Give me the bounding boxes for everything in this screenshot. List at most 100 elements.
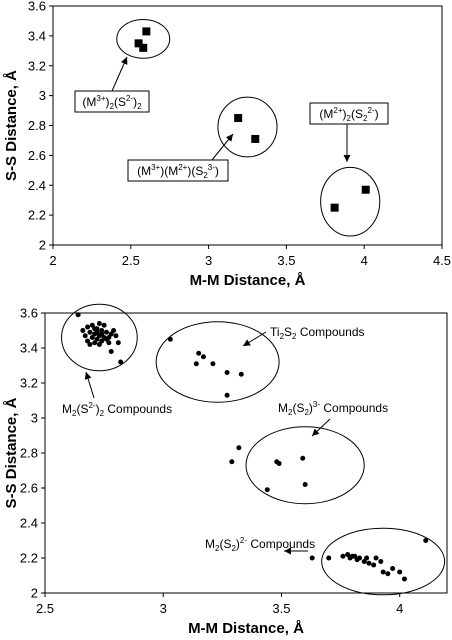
data-point (113, 333, 119, 339)
annotation-label-sub: 2 (292, 332, 297, 341)
data-point (99, 328, 105, 333)
annotation-label-sup: 2- (367, 106, 374, 115)
x-tick-label: 4 (396, 601, 403, 616)
data-point (85, 338, 91, 344)
cluster-ellipse (155, 321, 280, 403)
annotation-label-text: (S (219, 537, 231, 551)
annotation-label-text: ) (106, 95, 110, 109)
data-point (193, 361, 199, 367)
annotation-label-sub: 2 (100, 409, 105, 418)
annotation-label-sub: 2 (137, 102, 142, 111)
data-point (361, 559, 367, 564)
data-point (385, 571, 391, 577)
x-axis-title: M-M Distance, Å (190, 272, 306, 289)
annotation-label-sub: 2 (110, 102, 115, 111)
data-point (99, 331, 105, 337)
data-point (300, 455, 306, 461)
annotation-label-sub: 2 (288, 408, 293, 417)
y-tick-label: 3.4 (28, 28, 46, 43)
data-point (75, 312, 81, 318)
data-point (101, 322, 107, 328)
data-point (92, 326, 98, 332)
x-tick-label: 3.5 (277, 253, 295, 268)
annotation-label-sub: 2 (280, 332, 285, 341)
annotation-label-sup: 3+ (96, 94, 105, 103)
annotation-label-text: M (205, 537, 215, 551)
y-tick-label: 2 (31, 586, 38, 601)
annotation-label-text: )(M (160, 164, 178, 178)
cluster-ellipse (217, 96, 278, 158)
data-point (378, 559, 384, 564)
y-tick-label: 2.8 (20, 446, 38, 461)
data-point (167, 336, 173, 342)
data-point (89, 335, 95, 340)
annotation-label-text: (M (137, 164, 151, 178)
data-point (224, 392, 230, 398)
annotation-label-text: )(S (187, 164, 203, 178)
chart-2: 2.5 3 3.5 4 2 2.2 2.4 2.6 2.8 3 3.2 3.4 3.6 M-M Dista… (3, 303, 448, 637)
annotation-label-sub: 2 (72, 409, 77, 418)
annotation-label-text: Compounds (104, 402, 172, 416)
annotation-label: (M3+​)(M2+​)(S2​3-​) (137, 163, 219, 180)
data-point (302, 482, 308, 487)
data-point (264, 487, 270, 493)
data-point (94, 336, 100, 342)
annotation-label-text: S (284, 325, 292, 339)
data-point (106, 340, 112, 346)
annotation-label-text: (S (351, 107, 363, 121)
annotation-label-sup: 3- (313, 400, 320, 409)
data-point (115, 340, 121, 346)
data-point (87, 329, 93, 335)
y-tick-label: 3.6 (20, 306, 38, 321)
data-point (340, 553, 346, 559)
data-point (352, 553, 358, 559)
annotation-box (309, 102, 389, 125)
data-point (96, 342, 102, 347)
annotation-box (127, 159, 229, 182)
y-tick-label: 2.8 (28, 118, 46, 133)
data-point (92, 340, 98, 346)
data-point (373, 555, 379, 561)
data-point (210, 361, 216, 367)
data-point (103, 329, 109, 335)
annotation-arrow-head (225, 134, 233, 142)
annotation-label-text: Compounds (296, 325, 364, 339)
data-point (251, 134, 260, 143)
annotation-arrow-head (84, 372, 92, 380)
annotation-arrow-head (243, 339, 251, 346)
x-tick-label: 2 (49, 253, 56, 268)
data-point (108, 331, 114, 337)
x-tick-label: 2.5 (122, 253, 140, 268)
annotation-label: Ti2​S2​ Compounds (270, 325, 365, 341)
annotation-label-text: ) (236, 537, 240, 551)
y-tick-label: 2.4 (28, 178, 46, 193)
data-point (357, 555, 363, 561)
data-point (224, 370, 230, 375)
x-axis-title: M-M Distance, Å (188, 620, 304, 637)
annotation-arrow-head (120, 57, 128, 65)
annotation-label: M2​(S2-​)2​ Compounds (62, 401, 172, 418)
y-axis-title: S-S Distance, Å (3, 397, 20, 508)
annotation-label-text: (S (292, 401, 304, 415)
annotation-label-sub: 2 (363, 114, 368, 123)
x-tick-label: 4.5 (433, 253, 451, 268)
annotation-label-sub: 2 (304, 408, 309, 417)
y-tick-label: 2 (39, 238, 46, 253)
data-point (142, 27, 151, 36)
annotation-label: (M3+​)2​(S2-​)2​ (82, 94, 142, 111)
data-point (89, 322, 95, 328)
annotation-label-sub: 2 (231, 544, 236, 553)
plot-frame (52, 5, 443, 246)
y-tick-label: 2.6 (28, 148, 46, 163)
data-point (200, 354, 206, 360)
annotation-label-text: (S (114, 95, 126, 109)
x-tick-label: 2.5 (36, 601, 54, 616)
plot-frame (44, 312, 448, 594)
annotation-label-sup: 2+ (333, 106, 342, 115)
data-point (390, 566, 396, 571)
annotation-label-text: M (278, 401, 288, 415)
annotation-label-sup: 2- (126, 94, 133, 103)
annotation-label-text: ) (96, 402, 100, 416)
x-tick-label: 3 (160, 601, 167, 616)
annotation-arrow-head (343, 155, 351, 162)
